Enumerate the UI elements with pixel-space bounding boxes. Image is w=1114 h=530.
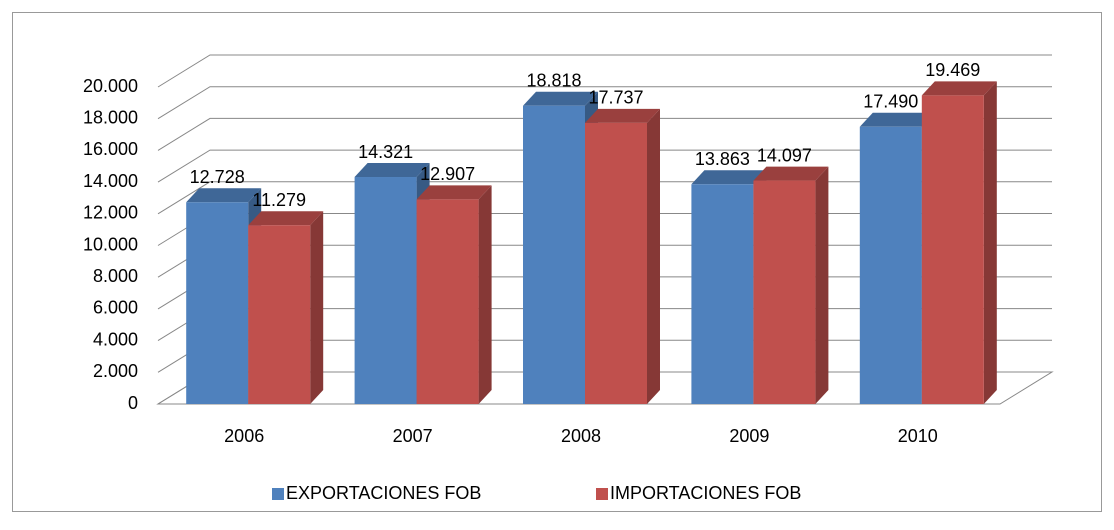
data-label: 19.469 <box>925 60 980 80</box>
bar <box>416 199 479 404</box>
bar-side <box>647 108 660 404</box>
bar-top <box>691 170 767 185</box>
data-label: 12.907 <box>420 164 475 184</box>
bar <box>248 225 311 404</box>
data-label: 17.490 <box>863 92 918 112</box>
data-label: 14.321 <box>358 142 413 162</box>
bar-top <box>186 188 262 203</box>
y-tick-label: 18.000 <box>83 107 138 127</box>
y-tick-label: 16.000 <box>83 139 138 159</box>
grid-line <box>157 117 1052 151</box>
bar-top <box>416 185 492 200</box>
x-tick-label: 2009 <box>729 426 769 446</box>
bar-top <box>921 81 997 96</box>
x-tick-label: 2007 <box>393 426 433 446</box>
bar <box>585 122 647 404</box>
x-tick-label: 2008 <box>561 426 601 446</box>
bar <box>186 202 249 404</box>
bar <box>753 180 816 404</box>
bar-top <box>248 211 324 226</box>
y-tick-label: 14.000 <box>83 171 138 191</box>
legend-swatch <box>596 488 608 500</box>
legend-label: EXPORTACIONES FOB <box>286 483 481 503</box>
y-tick-label: 20.000 <box>83 76 138 96</box>
bar-top <box>585 108 660 123</box>
bar <box>523 105 585 404</box>
y-tick-label: 2.000 <box>93 361 138 381</box>
data-label: 12.728 <box>190 167 245 187</box>
bar <box>354 177 417 404</box>
bar-top <box>523 91 598 106</box>
y-tick-label: 8.000 <box>93 266 138 286</box>
bar-side <box>310 211 324 404</box>
data-label: 14.097 <box>757 145 812 165</box>
bar <box>859 126 922 404</box>
data-label: 18.818 <box>526 70 581 90</box>
bar-side <box>478 185 492 404</box>
bar-top <box>753 166 829 181</box>
bar <box>921 95 984 404</box>
y-tick-label: 10.000 <box>83 234 138 254</box>
bar-side <box>815 166 829 404</box>
bar-top <box>859 112 935 127</box>
bar-side <box>983 81 997 404</box>
legend-swatch <box>272 488 284 500</box>
grid-line <box>157 149 1052 183</box>
y-tick-label: 0 <box>128 393 138 413</box>
y-tick-label: 6.000 <box>93 298 138 318</box>
bar <box>691 184 754 404</box>
data-label: 11.279 <box>252 190 306 210</box>
y-tick-label: 12.000 <box>83 203 138 223</box>
data-label: 17.737 <box>588 88 643 108</box>
x-tick-label: 2006 <box>224 426 264 446</box>
y-tick-label: 4.000 <box>93 329 138 349</box>
grid-line <box>157 54 1052 88</box>
x-tick-label: 2010 <box>898 426 938 446</box>
grid-line <box>157 86 1052 120</box>
data-label: 13.863 <box>695 149 750 169</box>
legend-label: IMPORTACIONES FOB <box>610 483 801 503</box>
bar-top <box>354 163 430 178</box>
